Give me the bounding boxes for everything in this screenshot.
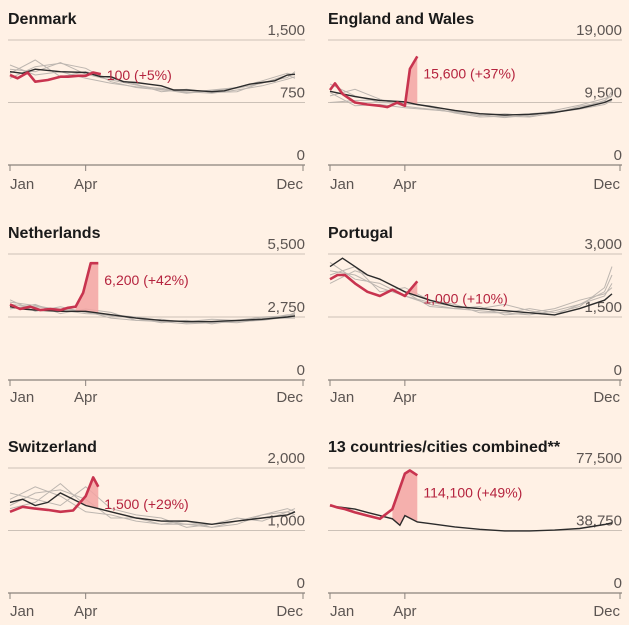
past-year-line bbox=[9, 486, 296, 528]
past-year-line bbox=[9, 62, 296, 94]
average-line bbox=[9, 492, 296, 526]
y-tick-label: 5,500 bbox=[267, 236, 305, 253]
x-tick-label: Jan bbox=[330, 389, 354, 406]
y-tick-label: 0 bbox=[297, 362, 305, 379]
past-year-line bbox=[9, 61, 296, 94]
past-year-line bbox=[9, 299, 295, 325]
highlight-line bbox=[9, 261, 99, 312]
panel-0: Denmark 1,500 750 0 Jan Apr Dec 100 (+5%) bbox=[8, 11, 305, 193]
excess-deaths-area bbox=[397, 56, 418, 105]
y-tick-label: 77,500 bbox=[576, 450, 622, 467]
panel-title: Netherlands bbox=[8, 225, 101, 242]
x-tick-label: Jan bbox=[10, 603, 34, 620]
x-tick-label: Apr bbox=[393, 603, 416, 620]
annotation-label: 6,200 (+42%) bbox=[104, 272, 188, 288]
x-tick-label: Dec bbox=[593, 176, 620, 193]
excess-deaths-area bbox=[392, 470, 418, 526]
y-tick-label: 1,500 bbox=[267, 22, 305, 39]
x-tick-label: Dec bbox=[593, 389, 620, 406]
annotation-label: 100 (+5%) bbox=[107, 67, 172, 83]
highlight-line bbox=[9, 476, 100, 514]
x-tick-label: Jan bbox=[10, 176, 34, 193]
panel-title: Portugal bbox=[328, 225, 393, 242]
x-tick-label: Apr bbox=[74, 176, 97, 193]
y-tick-label: 1,500 bbox=[584, 299, 622, 316]
y-tick-label: 38,750 bbox=[576, 513, 622, 530]
highlight-line bbox=[9, 71, 102, 83]
x-tick-label: Dec bbox=[276, 603, 303, 620]
panel-3: Portugal 3,000 1,500 0 Jan Apr Dec 1,000 (+10%) bbox=[328, 225, 622, 406]
highlight-line bbox=[329, 469, 419, 521]
past-year-line bbox=[9, 301, 296, 323]
y-tick-label: 0 bbox=[614, 575, 622, 592]
x-tick-label: Dec bbox=[593, 603, 620, 620]
y-tick-label: 750 bbox=[280, 85, 305, 102]
past-year-line bbox=[9, 489, 296, 528]
x-tick-label: Apr bbox=[393, 176, 416, 193]
x-tick-label: Dec bbox=[276, 176, 303, 193]
panel-title: Denmark bbox=[8, 11, 77, 28]
x-tick-label: Jan bbox=[10, 389, 34, 406]
average-line bbox=[329, 257, 613, 316]
past-year-line bbox=[329, 88, 613, 119]
x-tick-label: Dec bbox=[276, 389, 303, 406]
y-tick-label: 0 bbox=[297, 147, 305, 164]
y-tick-label: 19,000 bbox=[576, 22, 622, 39]
y-tick-label: 0 bbox=[614, 147, 622, 164]
x-tick-label: Apr bbox=[74, 603, 97, 620]
excess-deaths-area bbox=[73, 477, 99, 509]
annotation-label: 1,500 (+29%) bbox=[104, 496, 188, 512]
panel-title: England and Wales bbox=[328, 11, 474, 28]
x-tick-label: Jan bbox=[330, 603, 354, 620]
y-tick-label: 2,000 bbox=[267, 450, 305, 467]
y-tick-label: 0 bbox=[614, 362, 622, 379]
average-line bbox=[329, 505, 613, 532]
y-tick-label: 2,750 bbox=[267, 299, 305, 316]
x-tick-label: Jan bbox=[330, 176, 354, 193]
panel-5: 13 countries/cities combined** 77,500 38,7… bbox=[328, 439, 622, 620]
highlight-line bbox=[329, 273, 419, 298]
panel-title: Switzerland bbox=[8, 439, 97, 456]
average-line bbox=[9, 68, 296, 93]
panel-title: 13 countries/cities combined** bbox=[328, 439, 561, 456]
annotation-label: 114,100 (+49%) bbox=[423, 484, 522, 500]
y-tick-label: 3,000 bbox=[584, 236, 622, 253]
past-year-line bbox=[329, 266, 613, 314]
panel-2: Netherlands 5,500 2,750 0 Jan Apr Dec 6,200 (+4… bbox=[8, 225, 305, 406]
excess-deaths-area bbox=[75, 263, 99, 313]
panel-1: England and Wales 19,000 9,500 0 Jan Apr Dec 15… bbox=[328, 11, 622, 193]
x-tick-label: Apr bbox=[74, 389, 97, 406]
average-line bbox=[329, 90, 613, 116]
highlight-line bbox=[328, 55, 419, 109]
annotation-label: 1,000 (+10%) bbox=[423, 290, 507, 306]
annotation-label: 15,600 (+37%) bbox=[423, 65, 515, 81]
x-tick-label: Apr bbox=[393, 389, 416, 406]
y-tick-label: 0 bbox=[297, 575, 305, 592]
y-tick-label: 9,500 bbox=[584, 85, 622, 102]
